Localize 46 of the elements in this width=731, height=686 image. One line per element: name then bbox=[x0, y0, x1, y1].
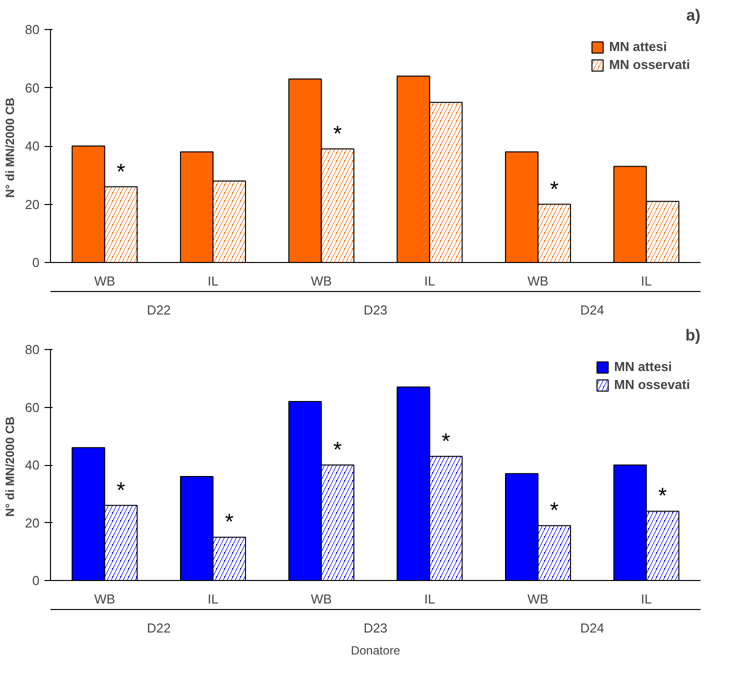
data-label: * bbox=[116, 158, 126, 184]
text: D24 bbox=[580, 620, 604, 636]
x-tick-label: IL bbox=[424, 592, 436, 606]
x-axis-title: Donatore bbox=[350, 644, 401, 658]
x-tick-label: IL bbox=[424, 274, 436, 288]
x-tick-label: WB bbox=[528, 274, 548, 288]
data-label: * bbox=[550, 498, 559, 523]
x-tick-label: IL bbox=[640, 592, 652, 606]
y-tick-label: 20 bbox=[25, 515, 40, 530]
data-label: * bbox=[550, 176, 559, 202]
x-tick-label: IL bbox=[208, 274, 218, 288]
y-tick-label: 0 bbox=[32, 573, 40, 588]
text: D23 bbox=[364, 302, 388, 318]
y-tick-label: 60 bbox=[25, 80, 40, 96]
text: D23 bbox=[364, 620, 388, 636]
chart-title: b) bbox=[685, 328, 701, 344]
text: D22 bbox=[146, 302, 171, 318]
legend-label: MN attesi bbox=[614, 359, 672, 374]
y-tick-label: 80 bbox=[25, 342, 40, 357]
data-label: * bbox=[442, 428, 451, 454]
data-label: * bbox=[658, 483, 668, 508]
x-tick-label: WB bbox=[310, 592, 332, 606]
data-label: * bbox=[116, 477, 126, 502]
y-axis-title: N° di MN/2000 CB bbox=[3, 97, 18, 198]
x-tick-label: IL bbox=[640, 274, 652, 288]
data-label: * bbox=[224, 509, 234, 534]
y-tick-label: 0 bbox=[32, 255, 40, 270]
x-tick-label: WB bbox=[94, 274, 116, 288]
x-tick-label: IL bbox=[208, 592, 218, 606]
y-tick-label: 40 bbox=[25, 138, 40, 154]
y-axis-title: N° di MN/2000 CB bbox=[3, 416, 18, 517]
y-tick-label: 20 bbox=[25, 196, 40, 212]
data-label: * bbox=[333, 437, 342, 462]
y-tick-label: 80 bbox=[25, 22, 40, 37]
text: D22 bbox=[146, 620, 171, 636]
x-tick-label: WB bbox=[310, 274, 332, 288]
x-tick-label: WB bbox=[528, 592, 548, 606]
legend-label: MN osservati bbox=[609, 57, 690, 72]
chart-title: a) bbox=[686, 8, 701, 24]
data-label: * bbox=[333, 120, 342, 146]
y-tick-label: 40 bbox=[25, 458, 40, 472]
text: D24 bbox=[580, 302, 604, 318]
legend-label: MN ossevati bbox=[614, 377, 690, 392]
legend-label: MN attesi bbox=[609, 39, 667, 54]
y-tick-label: 60 bbox=[25, 400, 40, 415]
x-tick-label: WB bbox=[94, 592, 116, 606]
